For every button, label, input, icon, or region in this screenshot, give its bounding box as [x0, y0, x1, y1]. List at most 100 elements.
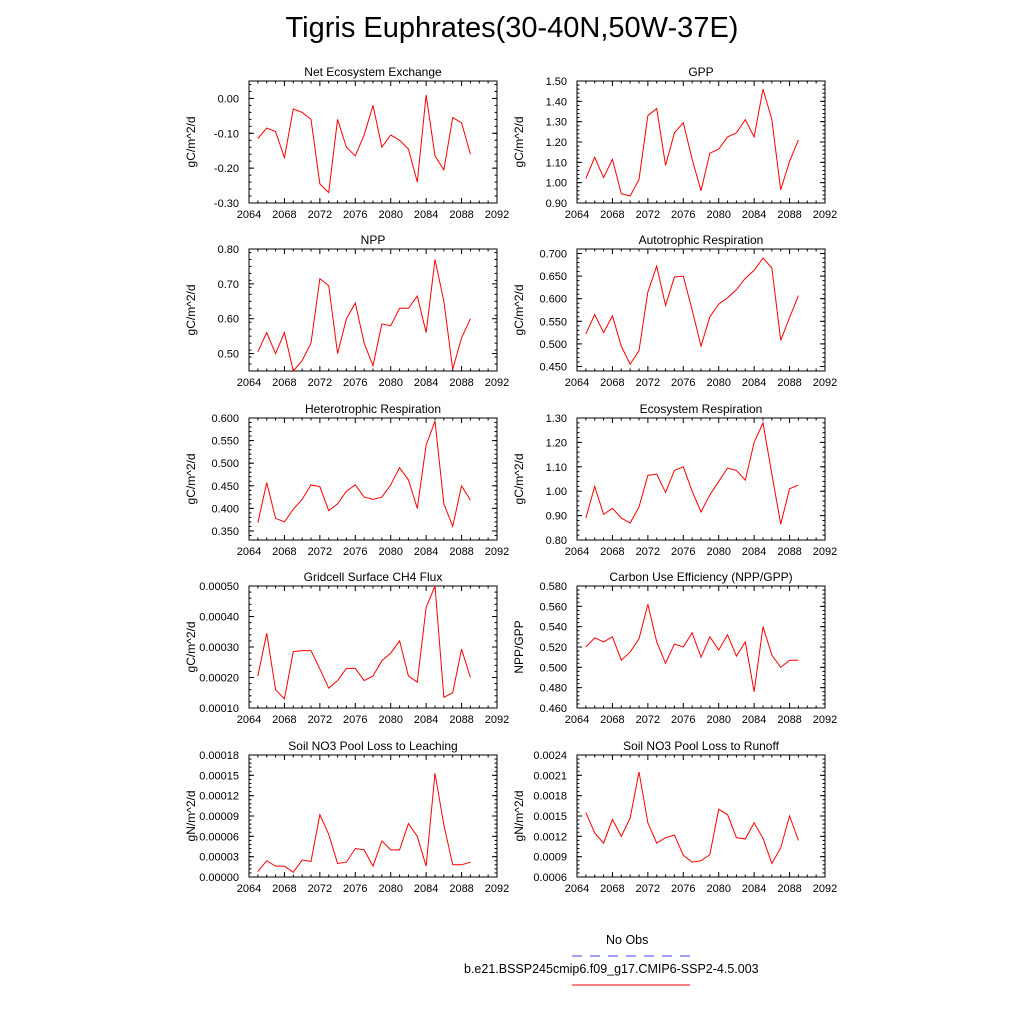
chart-soil-no3-pool-loss-to-runoff-frame [576, 754, 826, 878]
chart-heterotrophic-respiration-ytick-label: 0.550 [211, 436, 239, 448]
chart-soil-no3-pool-loss-to-runoff-ytick-label: 0.0021 [533, 770, 567, 782]
chart-net-ecosystem-exchange-xtick-label: 2092 [485, 209, 509, 221]
chart-autotrophic-respiration-ytick-label: 0.600 [539, 294, 567, 306]
chart-heterotrophic-respiration-xtick-label: 2072 [308, 546, 332, 558]
chart-soil-no3-pool-loss-to-runoff-xtick-label: 2068 [600, 883, 624, 895]
chart-autotrophic-respiration-series-line [585, 257, 799, 366]
chart-heterotrophic-respiration-xtick-label: 2068 [272, 546, 296, 558]
chart-heterotrophic-respiration-ytick-label: 0.450 [211, 481, 239, 493]
chart-heterotrophic-respiration-ytick-label: 0.350 [211, 526, 239, 538]
legend-group [572, 955, 690, 986]
chart-gridcell-surface-ch4-flux-title: Gridcell Surface CH4 Flux [304, 570, 443, 584]
chart-heterotrophic-respiration-xtick-label: 2084 [414, 546, 438, 558]
chart-gpp-xtick-label: 2088 [777, 209, 801, 221]
chart-npp-xtick-label: 2080 [378, 377, 402, 389]
chart-autotrophic-respiration: Autotrophic Respiration gC/m^2/d 2064 2068 2… [512, 233, 837, 389]
chart-soil-no3-pool-loss-to-leaching-xtick-label: 2068 [272, 883, 296, 895]
chart-gridcell-surface-ch4-flux-ytick-label: 0.00050 [199, 581, 239, 593]
chart-heterotrophic-respiration-ytick-label: 0.500 [211, 458, 239, 470]
chart-autotrophic-respiration-xtick-label: 2092 [813, 377, 837, 389]
chart-ecosystem-respiration-ytick-label: 1.20 [546, 437, 567, 449]
chart-gpp-xtick-label: 2092 [813, 209, 837, 221]
chart-npp-xtick-label: 2092 [485, 377, 509, 389]
chart-autotrophic-respiration-ytick-label: 0.550 [539, 316, 567, 328]
chart-autotrophic-respiration-ytick-label: 0.500 [539, 339, 567, 351]
chart-heterotrophic-respiration-xtick-label: 2092 [485, 546, 509, 558]
chart-carbon-use-efficiency-npp-gpp-xtick-label: 2088 [777, 714, 801, 726]
chart-soil-no3-pool-loss-to-runoff-xtick-label: 2076 [671, 883, 695, 895]
chart-soil-no3-pool-loss-to-leaching-xtick-label: 2084 [414, 883, 438, 895]
chart-carbon-use-efficiency-npp-gpp-xtick-label: 2068 [600, 714, 624, 726]
chart-net-ecosystem-exchange-title: Net Ecosystem Exchange [304, 65, 442, 79]
chart-carbon-use-efficiency-npp-gpp-ytick-label: 0.500 [539, 662, 567, 674]
chart-carbon-use-efficiency-npp-gpp-xtick-label: 2064 [565, 714, 589, 726]
chart-ecosystem-respiration-frame [576, 417, 826, 541]
chart-carbon-use-efficiency-npp-gpp-frame [576, 585, 826, 709]
chart-carbon-use-efficiency-npp-gpp-ytick-label: 0.540 [539, 622, 567, 634]
chart-soil-no3-pool-loss-to-leaching-xtick-label: 2064 [237, 883, 261, 895]
chart-soil-no3-pool-loss-to-runoff-ytick-label: 0.0009 [533, 852, 567, 864]
chart-soil-no3-pool-loss-to-runoff-xtick-label: 2072 [636, 883, 660, 895]
chart-heterotrophic-respiration-frame [248, 417, 498, 541]
chart-npp: NPP gC/m^2/d 2064 2068 2072 2076 2080 2084 2088 2… [184, 233, 509, 389]
chart-autotrophic-respiration-xtick-label: 2072 [636, 377, 660, 389]
chart-heterotrophic-respiration: Heterotrophic Respiration gC/m^2/d 2064 206… [184, 402, 509, 558]
chart-net-ecosystem-exchange-frame [248, 80, 498, 204]
chart-carbon-use-efficiency-npp-gpp-ytick-label: 0.580 [539, 581, 567, 593]
chart-npp-xtick-label: 2068 [272, 377, 296, 389]
chart-soil-no3-pool-loss-to-runoff-series-line [585, 771, 799, 865]
chart-net-ecosystem-exchange-xtick-label: 2088 [449, 209, 473, 221]
chart-net-ecosystem-exchange-series-line [257, 94, 471, 194]
chart-gpp-xtick-label: 2084 [742, 209, 766, 221]
chart-gridcell-surface-ch4-flux-xtick-label: 2080 [378, 714, 402, 726]
chart-carbon-use-efficiency-npp-gpp-series-line [585, 604, 799, 692]
chart-soil-no3-pool-loss-to-runoff-xtick-label: 2084 [742, 883, 766, 895]
chart-ecosystem-respiration: Ecosystem Respiration gC/m^2/d 2064 2068 207… [512, 402, 837, 558]
chart-ecosystem-respiration-series-line [585, 421, 799, 525]
chart-npp-ytick-label: 0.50 [218, 349, 239, 361]
chart-gridcell-surface-ch4-flux-series-line [257, 585, 471, 700]
chart-gpp-xtick-label: 2080 [706, 209, 730, 221]
chart-ecosystem-respiration-xtick-label: 2076 [671, 546, 695, 558]
chart-soil-no3-pool-loss-to-leaching-series-line [257, 773, 471, 873]
chart-ecosystem-respiration-ytick-label: 0.80 [546, 535, 567, 547]
chart-net-ecosystem-exchange-xtick-label: 2076 [343, 209, 367, 221]
chart-gridcell-surface-ch4-flux-xtick-label: 2076 [343, 714, 367, 726]
chart-ecosystem-respiration-xtick-label: 2092 [813, 546, 837, 558]
chart-soil-no3-pool-loss-to-runoff-xtick-label: 2088 [777, 883, 801, 895]
chart-ecosystem-respiration-xtick-label: 2064 [565, 546, 589, 558]
chart-gridcell-surface-ch4-flux-xtick-label: 2088 [449, 714, 473, 726]
chart-ecosystem-respiration-ytick-label: 0.90 [546, 511, 567, 523]
chart-net-ecosystem-exchange-ytick-label: -0.20 [214, 163, 239, 175]
chart-net-ecosystem-exchange-xtick-label: 2080 [378, 209, 402, 221]
chart-npp-xtick-label: 2084 [414, 377, 438, 389]
chart-gpp-ytick-label: 0.90 [546, 198, 567, 210]
chart-net-ecosystem-exchange-xtick-label: 2084 [414, 209, 438, 221]
chart-heterotrophic-respiration-ylabel: gC/m^2/d [184, 454, 198, 505]
chart-gridcell-surface-ch4-flux-xtick-label: 2068 [272, 714, 296, 726]
chart-npp-series-line [257, 259, 471, 373]
chart-gpp-ytick-label: 1.00 [546, 178, 567, 190]
model-legend-label: b.e21.BSSP245cmip6.f09_g17.CMIP6-SSP2-4.… [464, 962, 759, 976]
chart-soil-no3-pool-loss-to-runoff-ytick-label: 0.0006 [533, 872, 567, 884]
chart-net-ecosystem-exchange-xtick-label: 2072 [308, 209, 332, 221]
chart-autotrophic-respiration-xtick-label: 2064 [565, 377, 589, 389]
chart-net-ecosystem-exchange-ytick-label: 0.00 [218, 93, 239, 105]
chart-gridcell-surface-ch4-flux-ytick-label: 0.00030 [199, 642, 239, 654]
chart-soil-no3-pool-loss-to-leaching-title: Soil NO3 Pool Loss to Leaching [288, 739, 457, 753]
chart-gridcell-surface-ch4-flux-ytick-label: 0.00010 [199, 703, 239, 715]
page-title: Tigris Euphrates(30-40N,50W-37E) [285, 12, 739, 44]
chart-ecosystem-respiration-xtick-label: 2080 [706, 546, 730, 558]
chart-net-ecosystem-exchange-ytick-label: -0.30 [214, 198, 239, 210]
chart-autotrophic-respiration-ylabel: gC/m^2/d [512, 285, 526, 336]
chart-autotrophic-respiration-xtick-label: 2084 [742, 377, 766, 389]
chart-npp-xtick-label: 2072 [308, 377, 332, 389]
chart-soil-no3-pool-loss-to-runoff-title: Soil NO3 Pool Loss to Runoff [623, 739, 780, 753]
chart-gpp-xtick-label: 2076 [671, 209, 695, 221]
chart-npp-xtick-label: 2064 [237, 377, 261, 389]
chart-gpp-ytick-label: 1.50 [546, 76, 567, 88]
chart-soil-no3-pool-loss-to-runoff-ytick-label: 0.0015 [533, 811, 567, 823]
chart-net-ecosystem-exchange: Net Ecosystem Exchange gC/m^2/d 2064 2068 20… [184, 65, 509, 221]
chart-heterotrophic-respiration-ytick-label: 0.400 [211, 503, 239, 515]
